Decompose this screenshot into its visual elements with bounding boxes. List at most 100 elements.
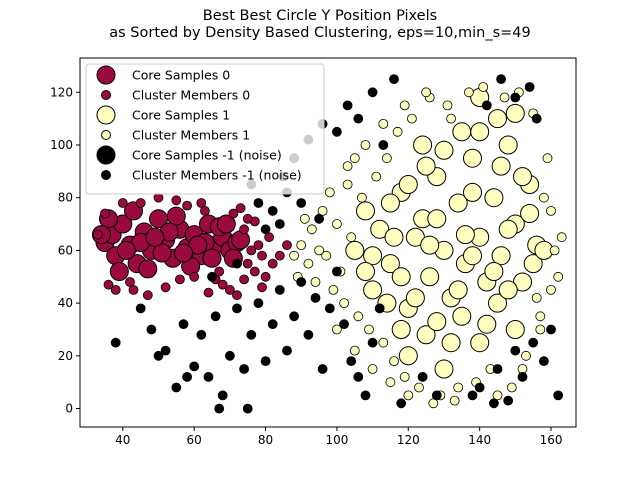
data-point xyxy=(416,156,436,176)
data-point xyxy=(499,92,510,103)
data-point xyxy=(342,161,353,172)
data-point xyxy=(406,113,417,124)
x-tick-label: 60 xyxy=(187,433,202,447)
data-point xyxy=(378,140,389,150)
data-point xyxy=(314,213,325,224)
data-point xyxy=(239,274,250,285)
data-point xyxy=(214,403,225,414)
data-point xyxy=(367,87,378,98)
data-point xyxy=(360,140,371,150)
data-point xyxy=(331,266,342,277)
data-point xyxy=(231,230,251,250)
data-point xyxy=(553,390,564,401)
data-point xyxy=(349,345,360,356)
data-point xyxy=(405,288,425,308)
data-point xyxy=(310,277,321,287)
x-tick-label: 140 xyxy=(468,433,491,447)
data-point xyxy=(174,274,185,285)
data-point xyxy=(339,319,350,330)
data-point xyxy=(420,235,440,255)
data-point xyxy=(207,271,217,282)
data-point xyxy=(182,371,193,382)
data-point xyxy=(371,171,382,182)
legend-label: Cluster Members 0 xyxy=(132,88,250,103)
y-tick-label: 80 xyxy=(58,191,73,205)
x-tick-label: 40 xyxy=(115,433,130,447)
data-point xyxy=(303,329,314,340)
data-point xyxy=(389,74,399,84)
data-point xyxy=(403,390,414,401)
data-point xyxy=(488,398,499,409)
y-tick-label: 0 xyxy=(65,402,73,416)
data-point xyxy=(549,245,560,256)
data-point xyxy=(214,266,225,277)
data-point xyxy=(239,224,250,235)
data-point xyxy=(556,232,567,243)
data-point xyxy=(463,87,474,98)
data-point xyxy=(339,298,350,309)
data-point xyxy=(478,82,489,92)
data-point xyxy=(370,219,390,239)
data-point xyxy=(531,113,542,124)
data-point xyxy=(448,193,468,213)
data-point xyxy=(484,262,504,281)
data-point xyxy=(380,193,400,213)
data-point xyxy=(274,250,285,261)
data-point xyxy=(349,153,360,164)
data-point xyxy=(546,324,556,335)
data-point xyxy=(384,227,404,247)
data-point xyxy=(364,324,374,335)
data-point xyxy=(260,356,271,367)
data-point xyxy=(528,337,539,348)
legend-marker xyxy=(96,65,116,85)
data-point xyxy=(342,179,353,190)
data-point xyxy=(92,229,103,240)
data-point xyxy=(498,219,518,239)
data-point xyxy=(217,390,228,401)
data-point xyxy=(535,324,546,335)
data-point xyxy=(391,267,411,287)
data-point xyxy=(257,282,267,293)
data-point xyxy=(356,201,375,221)
data-point xyxy=(413,135,433,155)
data-point xyxy=(470,122,490,142)
data-point xyxy=(317,364,328,374)
data-point xyxy=(510,345,521,356)
legend-label: Core Samples 0 xyxy=(132,68,230,83)
legend-box xyxy=(85,63,325,195)
data-point xyxy=(246,329,257,340)
data-point xyxy=(427,312,447,332)
data-point xyxy=(505,103,525,123)
data-point xyxy=(306,224,317,235)
data-point xyxy=(367,337,378,348)
data-point xyxy=(417,371,428,382)
data-point xyxy=(374,303,385,314)
data-point xyxy=(138,259,158,279)
data-point xyxy=(381,153,392,164)
data-point xyxy=(202,248,222,268)
data-point xyxy=(182,200,193,211)
legend-marker xyxy=(96,145,116,165)
data-point xyxy=(232,258,242,269)
x-tick-label: 100 xyxy=(325,433,348,447)
legend-marker xyxy=(101,130,111,140)
data-point xyxy=(232,303,242,314)
data-point xyxy=(488,109,507,129)
data-point xyxy=(235,203,246,214)
data-point xyxy=(342,100,353,111)
data-point xyxy=(492,364,503,374)
data-point xyxy=(506,382,517,393)
data-point xyxy=(346,356,357,367)
data-point xyxy=(189,271,200,282)
data-point xyxy=(420,267,440,287)
y-tick-label: 20 xyxy=(58,349,73,363)
data-point xyxy=(331,324,342,335)
data-point xyxy=(203,287,214,298)
data-point xyxy=(455,225,475,245)
data-point xyxy=(513,272,532,292)
data-point xyxy=(314,245,325,256)
data-point xyxy=(452,306,472,326)
data-point xyxy=(553,271,564,282)
data-point xyxy=(398,175,418,194)
data-point xyxy=(521,350,531,361)
